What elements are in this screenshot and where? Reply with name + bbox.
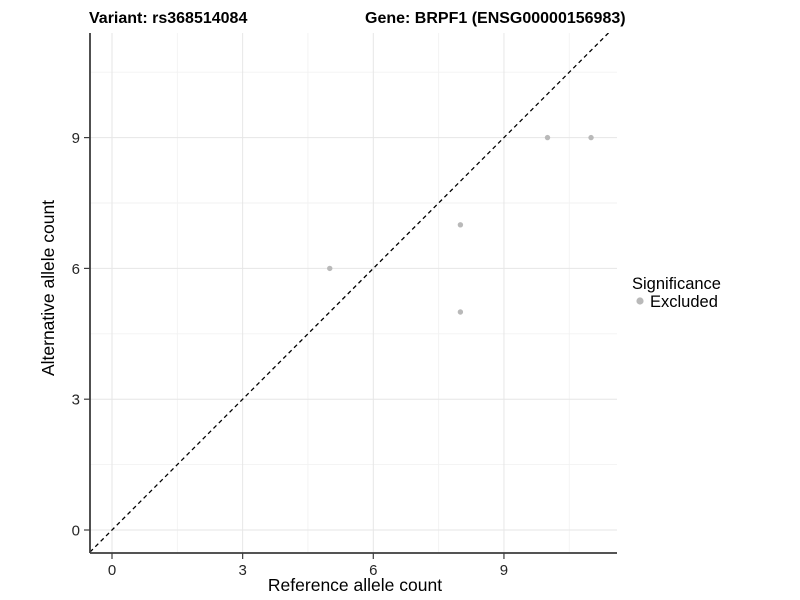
legend: Significance Excluded: [632, 275, 721, 311]
major-gridlines: [90, 33, 617, 553]
y-tick-label: 9: [72, 130, 80, 147]
legend-item-label: Excluded: [650, 293, 718, 311]
minor-gridlines: [90, 33, 617, 553]
x-tick-label: 3: [238, 562, 246, 579]
data-point: [588, 134, 594, 141]
axis-tick-labels: 0 3 6 9 0 3 6 9: [72, 130, 508, 579]
gene-title: Gene: BRPF1 (ENSG00000156983): [365, 10, 626, 27]
axis-lines: [89, 33, 617, 554]
y-tick-label: 0: [72, 523, 80, 540]
x-tick-label: 9: [500, 562, 508, 579]
x-tick-label: 0: [108, 562, 116, 579]
variant-title: Variant: rs368514084: [89, 10, 247, 27]
data-points-layer: [327, 134, 594, 315]
data-point: [457, 222, 464, 228]
data-point: [544, 134, 551, 141]
x-tick-label: 6: [369, 562, 377, 579]
axis-tick-marks: [84, 137, 505, 559]
y-axis-title: Alternative allele count: [38, 200, 58, 376]
legend-key-dot-icon: [636, 297, 644, 305]
data-point: [457, 309, 464, 315]
identity-line-layer: [90, 33, 610, 553]
identity-dashed-line: [90, 33, 610, 553]
data-point: [327, 265, 333, 272]
y-tick-label: 3: [72, 392, 80, 409]
y-tick-label: 6: [72, 261, 80, 278]
x-axis-title: Reference allele count: [268, 575, 442, 595]
legend-title: Significance: [632, 275, 721, 293]
